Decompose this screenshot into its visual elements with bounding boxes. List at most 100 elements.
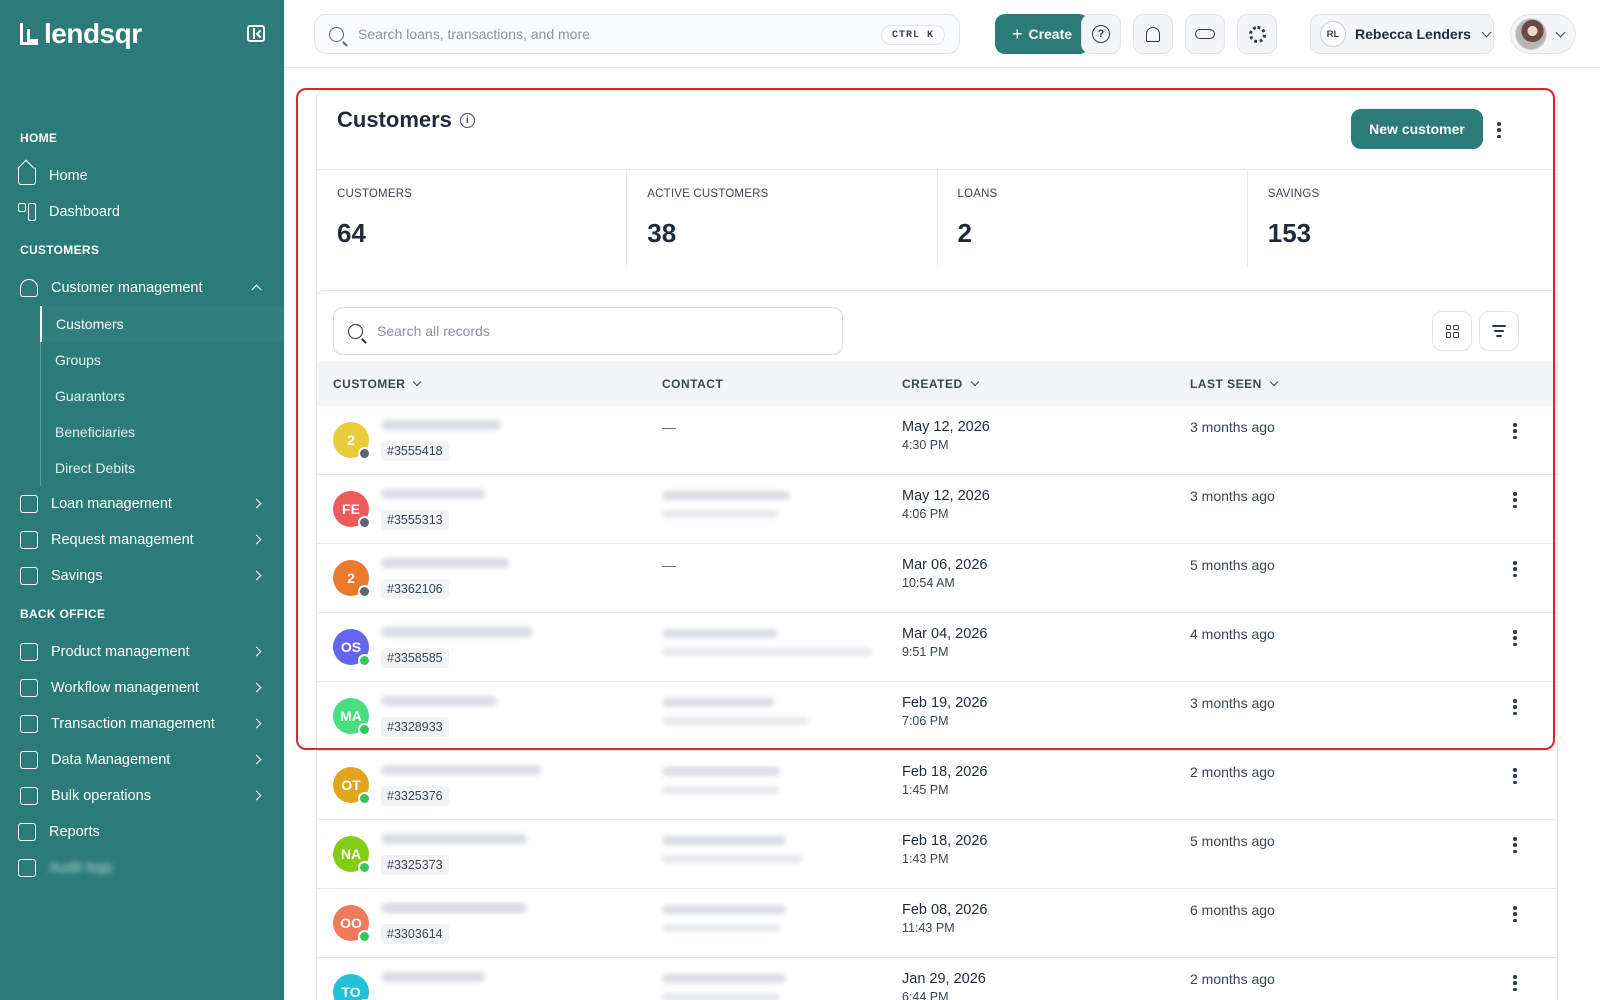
help-button[interactable]: ? <box>1081 14 1121 54</box>
avatar[interactable]: OT <box>333 767 371 805</box>
notifications-button[interactable] <box>1133 14 1173 54</box>
customer-name[interactable] <box>381 972 485 982</box>
new-customer-button[interactable]: New customer <box>1351 109 1483 149</box>
status-dot <box>358 930 371 943</box>
column-header-last-seen[interactable]: LAST SEEN <box>1190 377 1279 391</box>
info-icon[interactable]: i <box>459 112 475 128</box>
customer-name[interactable] <box>381 627 533 637</box>
section-label-home: HOME <box>20 131 58 145</box>
avatar[interactable]: TO <box>333 974 371 1000</box>
organization-switcher[interactable]: RL Rebecca Lenders <box>1310 14 1494 54</box>
avatar[interactable]: NA <box>333 836 371 874</box>
customer-name[interactable] <box>381 834 527 844</box>
records-search-input[interactable] <box>377 323 797 339</box>
status-dot <box>358 792 371 805</box>
more-options-icon[interactable] <box>1497 122 1501 138</box>
sidebar-item-reports[interactable]: Reports <box>0 814 284 850</box>
users-icon <box>20 279 38 297</box>
table-row[interactable]: FE #3555313 May 12, 2026 4:06 PM 3 month… <box>317 475 1557 544</box>
avatar[interactable]: OO <box>333 905 371 943</box>
sidebar-item-workflow-management[interactable]: Workflow management <box>0 670 284 706</box>
customer-name[interactable] <box>381 558 509 568</box>
plus-icon: + <box>1011 24 1023 44</box>
created-date: Feb 19, 2026 <box>902 695 988 711</box>
sidebar-subitem-groups[interactable]: Groups <box>55 352 101 368</box>
table-row[interactable]: OT #3325376 Feb 18, 2026 1:45 PM 2 month… <box>317 751 1557 820</box>
grid-view-button[interactable] <box>1432 311 1472 351</box>
customer-id-badge: #3555418 <box>381 441 449 461</box>
sidebar-item-bulk-operations[interactable]: Bulk operations <box>0 778 284 814</box>
table-row[interactable]: OO #3303614 Feb 08, 2026 11:43 PM 6 mont… <box>317 889 1557 958</box>
sidebar-item-audit-logs[interactable]: Audit logs <box>0 850 284 886</box>
table-row[interactable]: NA #3325373 Feb 18, 2026 1:43 PM 5 month… <box>317 820 1557 889</box>
avatar[interactable]: 2 <box>333 422 371 460</box>
table-row[interactable]: OS #3358585 Mar 04, 2026 9:51 PM 4 month… <box>317 613 1557 682</box>
column-header-created[interactable]: CREATED <box>902 376 979 391</box>
table-row[interactable]: TO Jan 29, 2026 6:44 PM 2 months ago <box>317 958 1557 1000</box>
search-icon <box>329 26 344 42</box>
row-actions-icon[interactable] <box>1513 630 1517 646</box>
link-button[interactable] <box>1185 14 1225 54</box>
sidebar-subitem-guarantors[interactable]: Guarantors <box>55 388 126 404</box>
keyboard-shortcut-badge: CTRL K <box>880 25 945 45</box>
inbox-icon <box>20 531 38 549</box>
brand-logo[interactable]: lendsqr <box>20 18 142 50</box>
column-header-label: CREATED <box>902 376 963 391</box>
customer-id-badge: #3325376 <box>381 786 449 806</box>
collapse-sidebar-icon[interactable] <box>247 25 265 42</box>
customer-name[interactable] <box>381 489 485 499</box>
column-header-customer[interactable]: CUSTOMER <box>333 377 422 391</box>
row-actions-icon[interactable] <box>1513 699 1517 715</box>
row-actions-icon[interactable] <box>1513 768 1517 784</box>
sidebar-subitem-customers[interactable]: Customers <box>40 306 284 342</box>
customer-name[interactable] <box>381 903 527 913</box>
created-date: May 12, 2026 <box>902 488 990 504</box>
settings-button[interactable] <box>1237 14 1277 54</box>
avatar[interactable]: 2 <box>333 560 371 598</box>
records-search[interactable] <box>333 307 843 355</box>
customer-name[interactable] <box>381 420 501 430</box>
row-actions-icon[interactable] <box>1513 906 1517 922</box>
sidebar-item-dashboard[interactable]: Dashboard <box>0 194 284 230</box>
table-row[interactable]: 2 #3362106 — Mar 06, 2026 10:54 AM 5 mon… <box>317 544 1557 613</box>
sidebar-item-product-management[interactable]: Product management <box>0 634 284 670</box>
sidebar-item-data-management[interactable]: Data Management <box>0 742 284 778</box>
global-search[interactable]: CTRL K <box>314 14 960 54</box>
last-seen: 5 months ago <box>1190 833 1275 849</box>
table-row[interactable]: 2 #3555418 — May 12, 2026 4:30 PM 3 mont… <box>317 406 1557 475</box>
customer-name[interactable] <box>381 765 541 775</box>
link-icon <box>1195 29 1215 39</box>
global-search-input[interactable] <box>358 26 858 42</box>
sidebar-item-request-management[interactable]: Request management <box>0 522 284 558</box>
row-actions-icon[interactable] <box>1513 837 1517 853</box>
create-button[interactable]: + Create <box>995 14 1089 54</box>
last-seen: 2 months ago <box>1190 971 1275 987</box>
sidebar-item-home[interactable]: Home <box>0 158 284 194</box>
customer-id-badge: #3325373 <box>381 855 449 875</box>
sidebar-item-transaction-management[interactable]: Transaction management <box>0 706 284 742</box>
profile-menu[interactable] <box>1510 14 1576 54</box>
workflow-icon <box>20 679 38 697</box>
filter-button[interactable] <box>1479 311 1519 351</box>
sidebar-subitem-direct-debits[interactable]: Direct Debits <box>55 460 136 476</box>
brand-name: lendsqr <box>44 18 142 49</box>
row-actions-icon[interactable] <box>1513 561 1517 577</box>
row-actions-icon[interactable] <box>1513 423 1517 439</box>
row-actions-icon[interactable] <box>1513 492 1517 508</box>
avatar[interactable]: FE <box>333 491 371 529</box>
search-icon <box>348 323 363 339</box>
customer-name[interactable] <box>381 696 497 706</box>
customer-id-badge: #3303614 <box>381 924 449 944</box>
table-row[interactable]: MA #3328933 Feb 19, 2026 7:06 PM 3 month… <box>317 682 1557 751</box>
sidebar-item-loan-management[interactable]: Loan management <box>0 486 284 522</box>
customer-id-badge: #3328933 <box>381 717 449 737</box>
sidebar-item-customer-management[interactable]: Customer management <box>0 270 284 306</box>
row-actions-icon[interactable] <box>1513 975 1517 991</box>
avatar[interactable]: OS <box>333 629 371 667</box>
sidebar-subitem-beneficiaries[interactable]: Beneficiaries <box>55 424 136 440</box>
contact-phone <box>662 491 790 500</box>
avatar[interactable]: MA <box>333 698 371 736</box>
chevron-right-icon <box>251 534 262 545</box>
status-dot <box>358 516 371 529</box>
sidebar-item-savings[interactable]: Savings <box>0 558 284 594</box>
